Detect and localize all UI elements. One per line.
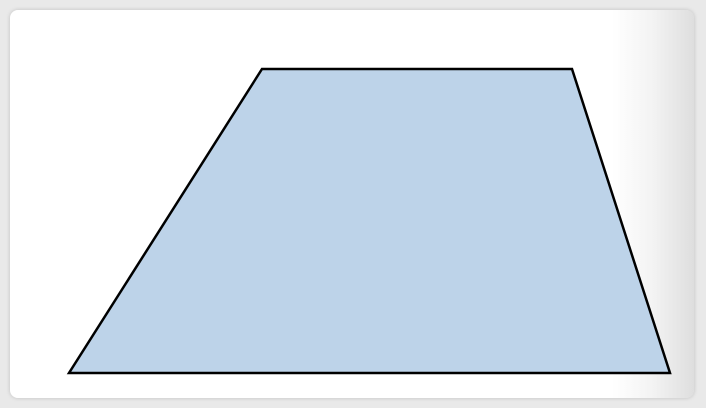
trapezoid-shape xyxy=(66,67,672,375)
diagram-card xyxy=(10,10,694,398)
diagram-canvas xyxy=(66,67,672,375)
